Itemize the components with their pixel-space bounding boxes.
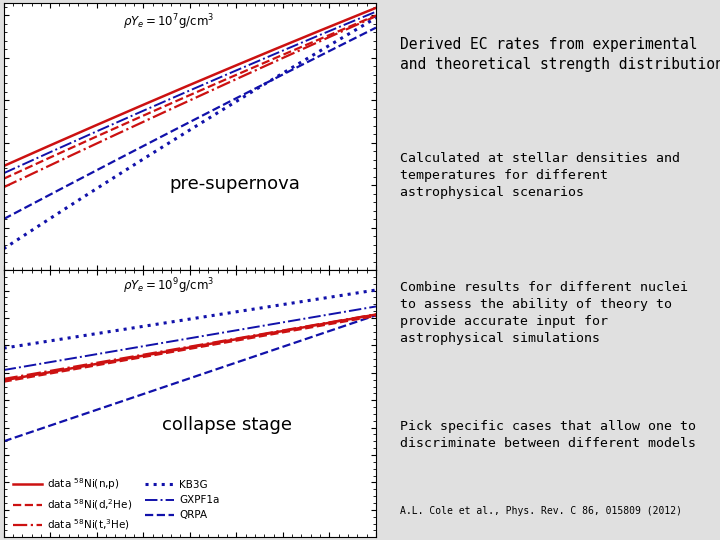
Text: $\rho Y_e=10^7$g/cm$^3$: $\rho Y_e=10^7$g/cm$^3$ [122,12,214,32]
Legend: data $^{58}$Ni(n,p), data $^{58}$Ni(d,$^{2}$He), data $^{58}$Ni(t,$^{3}$He), KB3: data $^{58}$Ni(n,p), data $^{58}$Ni(d,$^… [12,476,220,532]
Text: A.L. Cole et al., Phys. Rev. C 86, 015809 (2012): A.L. Cole et al., Phys. Rev. C 86, 01580… [400,506,682,516]
Text: $\rho Y_e=10^9$g/cm$^3$: $\rho Y_e=10^9$g/cm$^3$ [122,276,214,296]
Text: Combine results for different nuclei
to assess the ability of theory to
provide : Combine results for different nuclei to … [400,281,688,345]
Text: Pick specific cases that allow one to
discriminate between different models: Pick specific cases that allow one to di… [400,420,696,450]
Text: collapse stage: collapse stage [162,416,292,434]
Text: Calculated at stellar densities and
temperatures for different
astrophysical sce: Calculated at stellar densities and temp… [400,152,680,199]
Text: pre-supernova: pre-supernova [169,176,300,193]
Text: Derived EC rates from experimental
and theoretical strength distributions: Derived EC rates from experimental and t… [400,37,720,72]
